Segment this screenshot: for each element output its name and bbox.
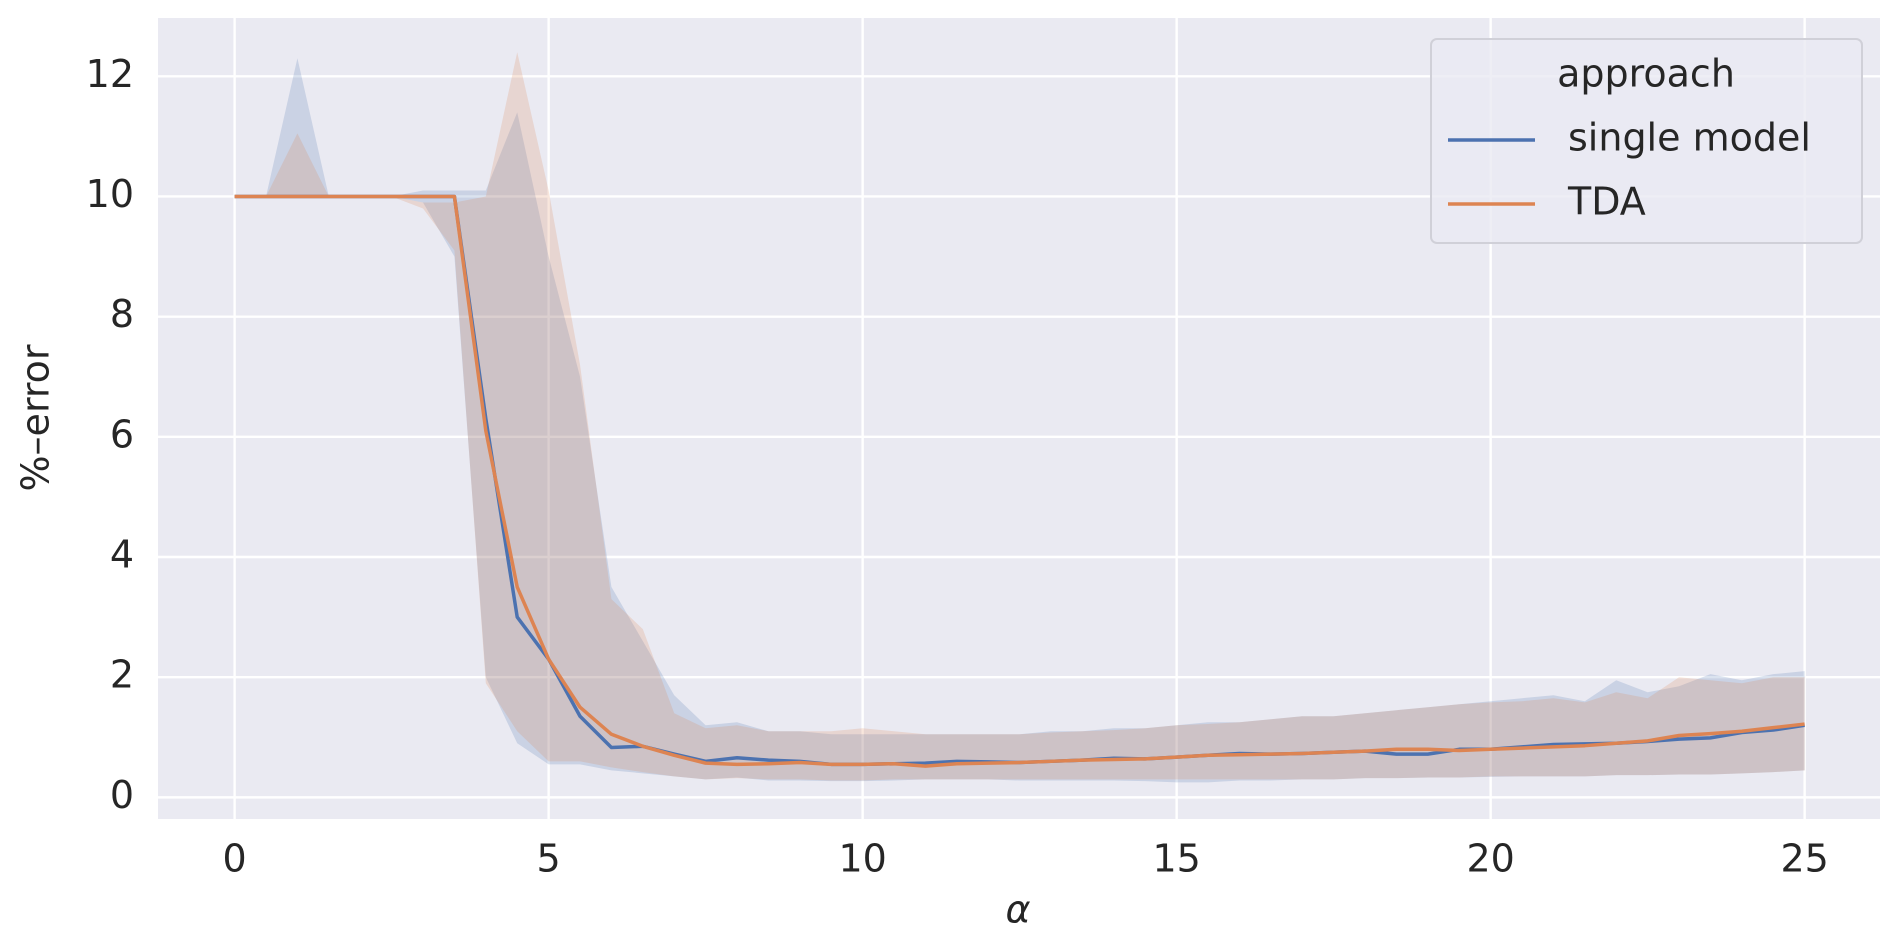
legend-box <box>1430 38 1863 244</box>
legend-title: approach <box>1557 52 1735 96</box>
legend-label: TDA <box>1567 180 1646 224</box>
confidence-band <box>234 58 1805 783</box>
bands <box>234 52 1805 783</box>
x-tick-label: 10 <box>838 837 886 881</box>
y-tick-label: 2 <box>110 653 134 697</box>
legend-label: single model <box>1568 116 1811 160</box>
y-axis-label: %–error <box>14 344 58 491</box>
y-tick-label: 12 <box>86 52 134 96</box>
x-tick-label: 20 <box>1466 837 1514 881</box>
legend: approach single model TDA <box>1430 38 1863 244</box>
y-tick-label: 4 <box>110 533 134 577</box>
lines <box>234 194 1805 768</box>
series-line <box>234 194 1805 768</box>
y-tick-label: 8 <box>110 292 134 336</box>
y-tick-label: 6 <box>110 412 134 456</box>
x-tick-label: 5 <box>537 837 561 881</box>
x-tick-label: 15 <box>1152 837 1200 881</box>
x-tick-label: 25 <box>1780 837 1828 881</box>
confidence-band <box>234 52 1805 781</box>
x-axis-label: α <box>1005 888 1030 932</box>
y-tick-label: 10 <box>86 172 134 216</box>
x-tick-label: 0 <box>223 837 247 881</box>
y-tick-label: 0 <box>110 773 134 817</box>
